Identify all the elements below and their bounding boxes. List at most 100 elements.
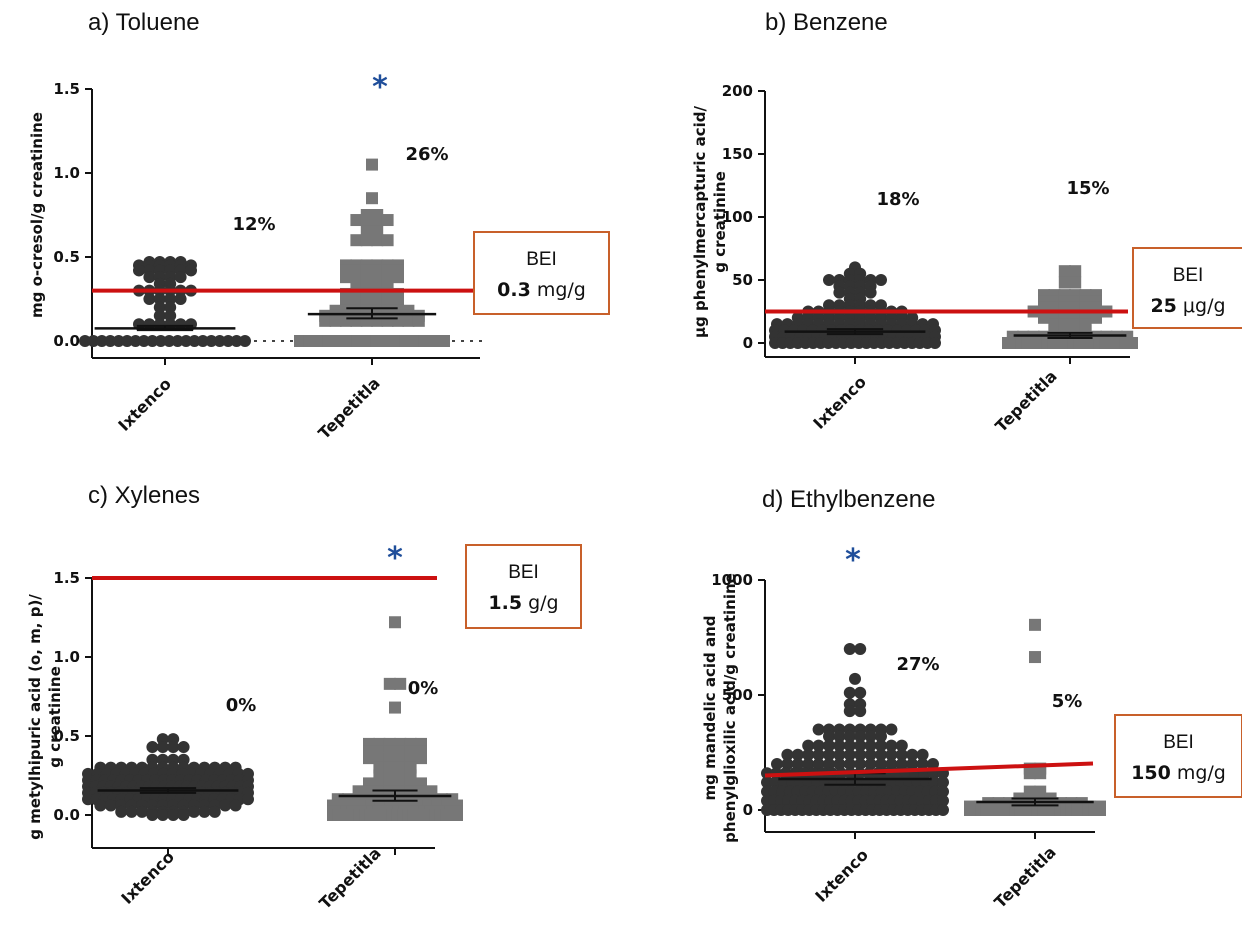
data-point-tepetitla xyxy=(371,234,384,247)
data-point-tepetitla xyxy=(394,752,407,765)
panel-a: a) Toluene 0.0 0.5 1.0 1.5 mg o-cresol/g crea… xyxy=(28,9,610,443)
data-point-ixtenco xyxy=(864,748,877,761)
y-axis-label-line: mg mandelic acid and xyxy=(701,616,719,801)
data-point-ixtenco xyxy=(875,748,887,761)
y-tick-label: 1.0 xyxy=(53,648,80,666)
y-axis-label-line: mg o-cresol/g creatinine xyxy=(28,112,46,318)
data-point-tepetitla xyxy=(409,335,422,347)
panel-title: d) Ethylbenzene xyxy=(762,486,935,513)
bei-box xyxy=(1114,714,1242,798)
data-point-tepetitla xyxy=(389,701,401,714)
data-point-tepetitla xyxy=(1126,337,1138,349)
data-point-tepetitla xyxy=(392,314,404,327)
data-point-tepetitla xyxy=(366,192,378,205)
data-point-ixtenco xyxy=(174,293,187,305)
data-point-tepetitla xyxy=(389,616,401,629)
data-point-tepetitla xyxy=(415,752,427,765)
data-point-ixtenco xyxy=(843,643,856,655)
data-point-ixtenco xyxy=(82,793,94,806)
data-point-ixtenco xyxy=(864,739,877,752)
data-point-ixtenco xyxy=(177,741,190,754)
data-point-ixtenco xyxy=(143,293,156,305)
data-point-ixtenco xyxy=(864,758,877,770)
significance-star: * xyxy=(845,543,861,578)
data-point-tepetitla xyxy=(390,335,402,347)
data-point-tepetitla xyxy=(381,314,394,327)
data-point-ixtenco xyxy=(239,335,251,347)
percentage-label: 27% xyxy=(896,654,939,675)
data-point-ixtenco xyxy=(146,335,159,347)
data-point-tepetitla xyxy=(340,314,352,327)
data-point-ixtenco xyxy=(895,758,908,770)
data-point-ixtenco xyxy=(121,335,134,347)
y-tick-label: 0.0 xyxy=(53,332,80,350)
percentage-label: 12% xyxy=(232,214,275,235)
data-point-tepetitla xyxy=(313,335,326,347)
data-point-ixtenco xyxy=(843,748,856,761)
data-point-ixtenco xyxy=(94,799,107,812)
data-point-tepetitla xyxy=(392,271,404,284)
data-point-tepetitla xyxy=(383,677,396,690)
data-point-ixtenco xyxy=(164,293,177,305)
data-point-tepetitla xyxy=(332,335,345,347)
data-point-ixtenco xyxy=(153,301,166,314)
data-point-ixtenco xyxy=(146,741,159,754)
data-point-ixtenco xyxy=(885,748,898,761)
data-point-tepetitla xyxy=(1021,337,1034,349)
data-point-ixtenco xyxy=(164,301,177,314)
data-point-ixtenco xyxy=(812,758,825,770)
data-point-ixtenco xyxy=(167,809,180,821)
percentage-label: 5% xyxy=(1052,691,1083,712)
data-point-ixtenco xyxy=(791,748,804,761)
data-point-ixtenco xyxy=(208,805,221,818)
data-point-ixtenco xyxy=(196,335,209,347)
data-point-ixtenco xyxy=(833,739,846,752)
data-point-tepetitla xyxy=(303,335,316,347)
data-point-tepetitla xyxy=(1094,804,1106,816)
data-point-ixtenco xyxy=(875,274,887,286)
data-point-tepetitla xyxy=(451,809,463,821)
data-point-ixtenco xyxy=(79,335,91,347)
bei-box-value: 1.5 g/g xyxy=(488,592,558,614)
bei-box xyxy=(473,231,610,315)
y-tick-label: 50 xyxy=(732,271,753,289)
data-point-ixtenco xyxy=(163,335,176,347)
data-point-ixtenco xyxy=(906,758,919,770)
y-tick-label: 0.5 xyxy=(53,248,80,266)
y-axis-label-line: phenylglioxilic acid/g creatinine xyxy=(721,573,739,843)
y-tick-label: 0 xyxy=(743,801,753,819)
x-category-label: Ixtenco xyxy=(809,372,870,433)
data-point-ixtenco xyxy=(171,335,184,347)
percentage-label: 26% xyxy=(405,144,448,165)
data-point-tepetitla xyxy=(322,335,335,347)
data-point-ixtenco xyxy=(198,805,211,818)
bei-value: 150 xyxy=(1131,762,1171,784)
data-point-tepetitla xyxy=(319,314,332,327)
data-point-ixtenco xyxy=(833,748,846,761)
x-category-label: Tepetitla xyxy=(991,367,1060,436)
y-axis-label-line: g creatinine xyxy=(711,171,729,273)
data-point-ixtenco xyxy=(854,748,867,761)
percentage-label: 0% xyxy=(408,678,439,699)
data-point-ixtenco xyxy=(906,748,919,761)
data-point-tepetitla xyxy=(329,314,342,327)
data-point-ixtenco xyxy=(229,799,242,812)
data-point-ixtenco xyxy=(864,730,877,743)
data-point-tepetitla xyxy=(381,234,394,247)
data-point-ixtenco xyxy=(156,809,169,821)
data-point-ixtenco xyxy=(916,758,929,770)
data-point-tepetitla xyxy=(350,214,363,227)
data-point-ixtenco xyxy=(854,705,867,718)
data-point-tepetitla xyxy=(402,314,415,327)
data-point-ixtenco xyxy=(937,776,949,789)
data-point-ixtenco xyxy=(771,758,783,770)
data-point-ixtenco xyxy=(129,335,142,347)
data-point-ixtenco xyxy=(188,805,200,818)
significance-star: * xyxy=(372,70,388,105)
bei-unit: mg/g xyxy=(1171,762,1226,784)
data-point-ixtenco xyxy=(916,748,929,761)
data-point-ixtenco xyxy=(115,805,128,818)
data-point-ixtenco xyxy=(854,758,867,770)
data-point-tepetitla xyxy=(1034,767,1047,780)
